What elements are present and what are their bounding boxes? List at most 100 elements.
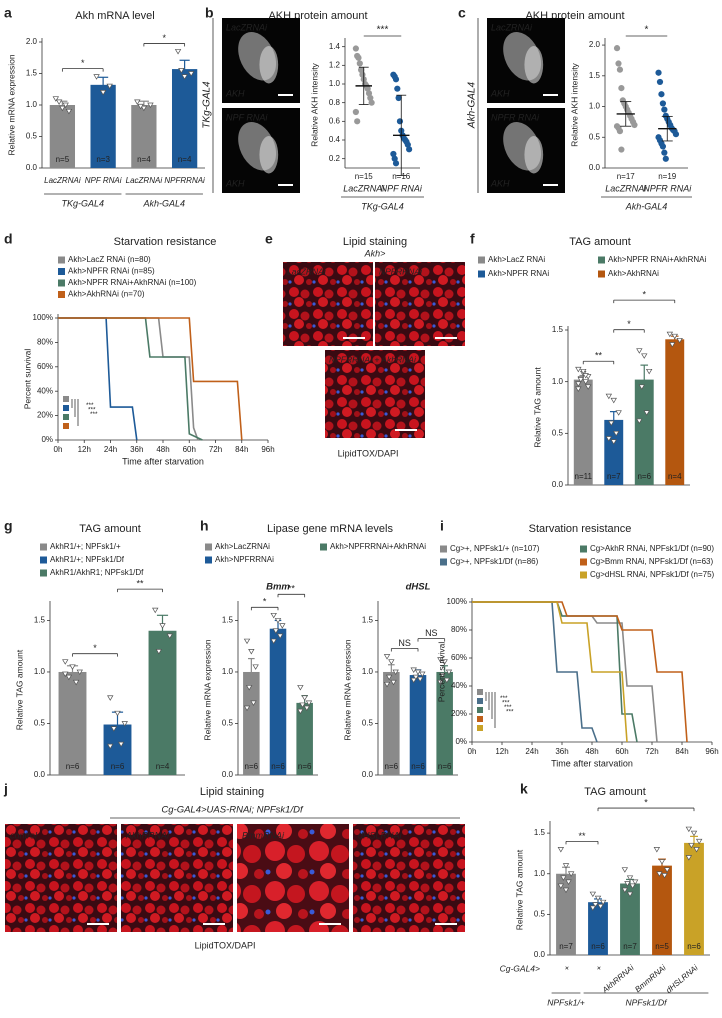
- data-point: [107, 695, 114, 701]
- data-point: [662, 155, 669, 162]
- bar: [131, 105, 157, 168]
- data-point: [615, 60, 622, 67]
- data-point: [437, 657, 444, 663]
- y-tick-label: 1.0: [589, 102, 601, 111]
- bar: [652, 865, 672, 955]
- legend-swatch: [580, 558, 587, 566]
- y-tick-label: 0.0: [534, 950, 546, 959]
- data-point: [383, 654, 391, 660]
- x-tick-label: 24h: [525, 747, 538, 756]
- x-tick-label: 36h: [130, 445, 143, 454]
- x-tick-label: NPFRRNAi: [164, 176, 205, 185]
- data-point: [276, 633, 284, 639]
- tile-label: NPFRRNAi: [379, 266, 423, 276]
- data-point: [358, 66, 365, 74]
- tile-label: AkhRRNAi: [125, 830, 170, 840]
- legend-label: Cg>AkhR RNAi, NPFsk1/Df (n=90): [590, 544, 714, 553]
- data-point: [599, 899, 607, 906]
- y-tick-label: 0.5: [26, 132, 38, 141]
- y-axis-label: Relative mRNA expression: [6, 54, 16, 155]
- n-label: n=6: [687, 942, 701, 951]
- n-label: n=6: [298, 762, 312, 771]
- tile-label: AKH: [490, 88, 510, 98]
- data-point: [391, 155, 398, 162]
- tile-label: AKH: [225, 88, 245, 98]
- legend-swatch: [580, 545, 587, 553]
- significance-swatch: [63, 396, 69, 402]
- image-subtitle: Akh>: [364, 248, 386, 258]
- significance-swatch: [477, 698, 483, 704]
- y-tick-label: 100%: [447, 597, 467, 606]
- panel-letter: c: [458, 5, 466, 21]
- n-label: n=11: [575, 472, 593, 481]
- data-point: [59, 105, 66, 112]
- scale-bar: [543, 94, 558, 96]
- chart-title: TAG amount: [79, 523, 141, 535]
- y-tick-label: 20%: [37, 411, 53, 420]
- data-point: [416, 676, 424, 683]
- tile-label: NPFR RNAi: [491, 112, 540, 122]
- data-point: [368, 99, 375, 106]
- n-label: n=16: [392, 172, 411, 181]
- y-tick-label: 0.0: [589, 163, 601, 172]
- stain-label: /DAPI: [375, 448, 399, 458]
- micrograph: [325, 350, 425, 438]
- data-point: [624, 881, 631, 887]
- data-point: [76, 669, 83, 676]
- data-point: [301, 695, 308, 701]
- legend-swatch: [58, 279, 65, 287]
- data-point: [107, 743, 114, 750]
- data-point: [676, 337, 683, 344]
- survival-line: [58, 317, 199, 441]
- group-label: Akh-GAL4: [142, 198, 185, 208]
- data-point: [392, 160, 400, 167]
- data-point: [636, 348, 643, 354]
- data-point: [645, 368, 653, 375]
- chart-title: Akh mRNA level: [75, 10, 154, 22]
- image-title: Lipid staining: [343, 236, 407, 248]
- data-point: [661, 106, 668, 113]
- y-axis-label: Relative AKH intensity: [309, 62, 319, 146]
- data-point: [404, 141, 411, 148]
- bar: [409, 675, 427, 775]
- data-point: [140, 105, 148, 112]
- x-tick-label: LacZRNAi: [44, 176, 81, 185]
- data-point: [671, 333, 678, 340]
- data-point: [575, 381, 582, 387]
- tile-label: NPFRRNAi + AkhRNAi: [329, 354, 417, 364]
- stain-label: LipidTOX: [338, 448, 375, 458]
- y-tick-label: 0%: [41, 435, 53, 444]
- data-point: [270, 638, 277, 645]
- y-tick-label: 0%: [455, 737, 467, 746]
- data-point: [565, 879, 572, 885]
- n-label: n=7: [607, 472, 621, 481]
- data-point: [443, 677, 451, 684]
- data-point: [65, 108, 73, 115]
- data-point: [589, 905, 597, 911]
- data-point: [560, 875, 567, 881]
- x-tick-label: +: [562, 963, 572, 973]
- data-point: [364, 85, 371, 92]
- data-point: [394, 85, 401, 92]
- x-tick-label: BmmRNAi: [633, 963, 668, 994]
- y-tick-label: 0.2: [329, 154, 341, 163]
- x-tick-label: LacZRNAi: [126, 176, 163, 185]
- data-point: [367, 94, 374, 102]
- data-point: [597, 903, 604, 910]
- survival-line: [472, 601, 688, 743]
- chart-title: Starvation resistance: [529, 523, 632, 535]
- legend-label: Cg>+, NPFsk1/Df (n=86): [450, 557, 539, 566]
- data-point: [672, 131, 680, 138]
- bar: [171, 69, 198, 168]
- bar: [588, 902, 608, 955]
- data-point: [666, 331, 674, 338]
- data-point: [355, 54, 362, 61]
- y-tick-label: 80%: [37, 338, 53, 347]
- scale-bar: [203, 923, 225, 925]
- legend-label: Akh>AkhRNAi (n=70): [68, 290, 145, 299]
- legend-swatch: [58, 291, 65, 298]
- significance-label: *: [642, 290, 646, 300]
- data-point: [245, 685, 253, 691]
- data-point: [439, 672, 446, 679]
